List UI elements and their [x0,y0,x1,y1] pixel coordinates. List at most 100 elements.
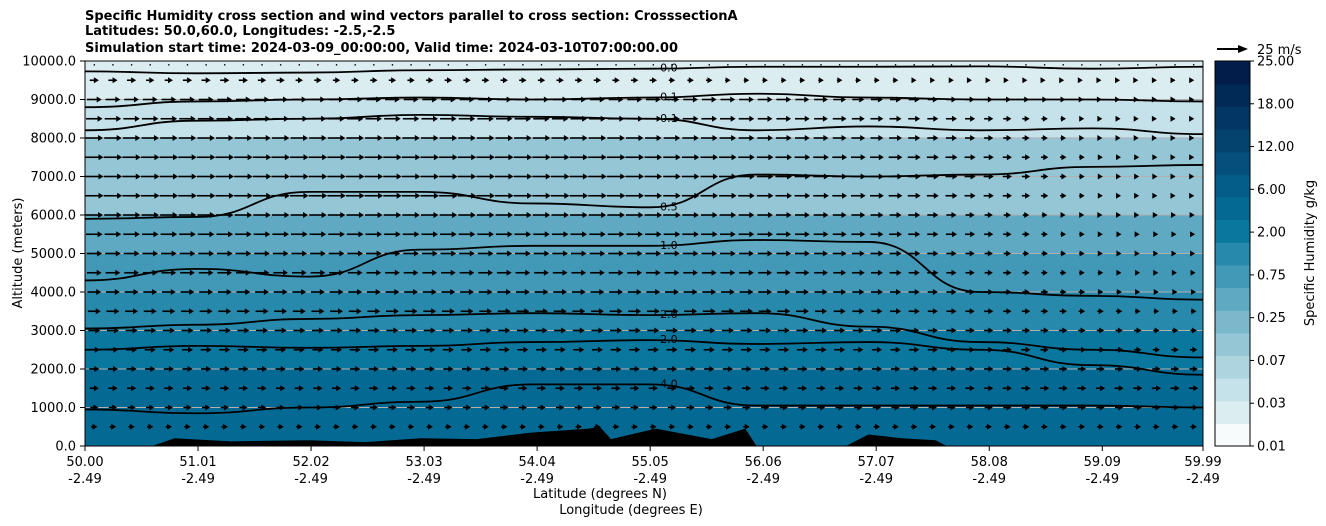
wind-vector [141,115,159,122]
wind-vector-point [410,64,412,66]
wind-vector-head [228,135,234,141]
wind-vector [984,212,993,218]
wind-vector-head [767,135,773,141]
wind-vector [200,346,212,353]
wind-vector-head [247,135,253,141]
wind-vector-head [526,212,532,218]
wind-vector [760,366,771,372]
wind-vector-head [911,77,917,84]
wind-vector [501,423,508,430]
wind-vector [575,423,583,430]
wind-vector-point [261,64,263,66]
wind-vector [946,250,957,257]
wind-vector-head [302,115,308,122]
wind-vector-point [782,64,785,66]
wind-vector [984,385,994,392]
wind-vector-head [171,250,177,257]
wind-vector [481,77,490,84]
wind-vector [1041,231,1048,238]
wind-vector [254,269,270,276]
wind-vector [308,154,328,161]
wind-vector [606,154,626,161]
wind-vector [965,250,975,257]
wind-vector-head [620,192,626,199]
wind-vector [499,366,510,372]
wind-vector-head [1170,96,1176,103]
wind-vector-head [1006,308,1012,315]
wind-vector-head [580,308,586,315]
wind-vector-head [1115,212,1121,218]
x-tick-label-lat: 56.06 [745,455,782,470]
wind-vector [927,250,939,257]
wind-vector [945,231,957,238]
wind-vector [571,269,587,276]
wind-vector [908,231,921,238]
wind-vector [1021,308,1031,315]
wind-vector [200,327,213,334]
wind-vector-head [1099,327,1105,334]
wind-vector-point [540,64,543,66]
wind-vector [964,192,976,199]
wind-vector-head [1152,173,1158,180]
wind-vector [383,192,402,199]
wind-vector-head [632,423,638,430]
wind-vector [703,327,716,334]
wind-vector-head [152,289,158,295]
wind-vector-head [1190,250,1196,257]
wind-vector-head [952,154,958,161]
wind-vector [518,404,528,411]
wind-vector-head [638,154,644,161]
wind-vector-head [321,135,327,141]
wind-vector [291,115,308,122]
wind-vector [1078,327,1086,334]
wind-vector [665,327,678,334]
wind-vector [1097,308,1104,315]
wind-vector-head [730,250,736,257]
wind-vector [535,327,548,334]
wind-vector [551,135,569,141]
wind-vector-head [655,269,661,276]
wind-vector [945,192,958,199]
wind-vector-head [1042,423,1048,430]
wind-vector [237,346,249,353]
wind-vector [1079,135,1085,141]
wind-vector [403,250,419,257]
x-tick-label-lon: -2.49 [859,472,893,487]
wind-vector [758,308,772,315]
contour-label: 0.0 [660,62,678,75]
wind-vector-head [913,366,919,372]
wind-vector [833,308,846,315]
wind-vector-head [1155,346,1161,353]
wind-vector [927,212,939,218]
wind-vector [422,96,438,103]
wind-vector-head [465,77,471,84]
y-tick-label: 10000.0 [22,55,76,70]
wind-vector-head [692,96,698,103]
wind-vector-head [988,231,994,238]
wind-vector [275,366,286,372]
wind-vector-head [134,231,140,238]
wind-vector [272,250,289,257]
wind-vector [682,135,699,141]
wind-vector [984,404,993,411]
wind-vector [625,192,644,199]
wind-vector-head [113,327,119,334]
wind-vector [498,346,510,353]
wind-vector-head [1136,346,1142,353]
wind-vector [818,77,824,84]
wind-vector-head [96,96,102,103]
wind-vector [104,212,122,218]
wind-vector-head [1153,250,1159,257]
wind-vector-head [152,96,158,103]
wind-vector-head [767,212,773,218]
wind-vector-head [1170,115,1176,122]
wind-vector-point [279,64,282,66]
wind-vector [462,404,472,411]
wind-vector-head [1042,96,1048,103]
wind-vector [704,385,714,392]
wind-vector-head [224,385,230,392]
wind-vector-head [966,77,972,84]
wind-vector-head [526,135,532,141]
wind-vector-head [448,366,454,372]
wind-vector [257,77,267,84]
